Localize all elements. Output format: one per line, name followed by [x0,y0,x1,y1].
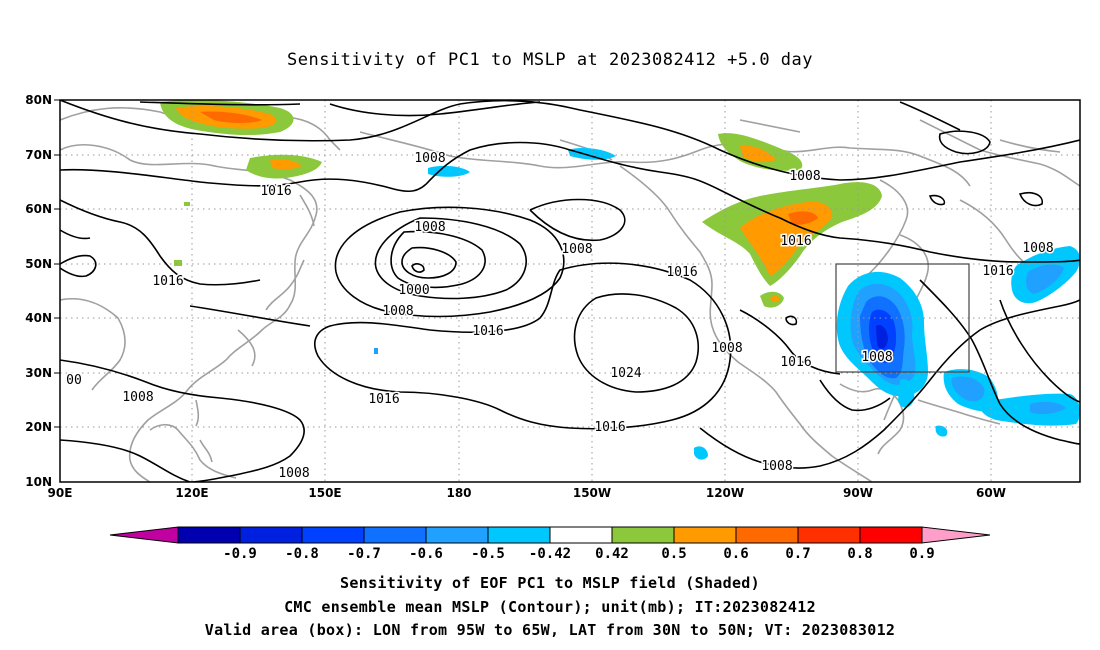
colorbar-tick-label: -0.5 [471,546,505,562]
colorbar-high-arrow [921,526,991,544]
lat-label: 60N [25,202,52,216]
colorbar-low-arrow [109,526,179,544]
latitude-axis: 80N 70N 60N 50N 40N 30N 20N 10N [25,93,60,489]
colorbar-swatch [363,526,427,544]
contour-labels: 1008 1016 1008 1000 1008 1008 1016 1016 1024 1016… [65,150,1055,483]
colorbar-tick-label: -0.7 [347,546,381,562]
negative-sensitivity-shading [374,148,1080,460]
contour-label: 1008 [711,341,742,356]
contour-label: 1016 [472,324,503,339]
caption-line-2: CMC ensemble mean MSLP (Contour); unit(m… [284,598,816,616]
contour-label: 1016 [152,274,183,289]
contour-label: 1008 [561,242,592,257]
colorbar-swatch [859,526,923,544]
contour-label: 1008 [861,350,892,365]
contour-label: 1016 [666,265,697,280]
contour-label: 1016 [780,355,811,370]
map-frame [59,99,1081,483]
colorbar-tick-label: 0.8 [847,546,872,562]
lon-label: 60W [976,486,1006,500]
lon-label: 90W [843,486,873,500]
map-area [60,100,1080,482]
colorbar-swatch [673,526,737,544]
colorbar-swatch [177,526,241,544]
colorbar-tick-label: 0.7 [785,546,810,562]
contour-label: 1016 [982,264,1013,279]
colorbar-swatch [797,526,861,544]
contour-label: 1008 [414,151,445,166]
colorbar-swatch [549,526,613,544]
lat-label: 80N [25,93,52,107]
lon-label: 150W [573,486,611,500]
lon-label: 150E [308,486,341,500]
contour-label: 1008 [1022,241,1053,256]
caption-line-3: Valid area (box): LON from 95W to 65W, L… [204,621,896,639]
colorbar-tick-label: 0.9 [909,546,934,562]
contour-label: 1008 [789,169,820,184]
contour-label: 1016 [368,392,399,407]
longitude-axis: 90E 120E 150E 180 150W 120W 90W 60W [48,486,1006,500]
colorbar-swatch [611,526,675,544]
lat-label: 30N [25,366,52,380]
colorbar-tick-label: 0.5 [661,546,686,562]
colorbar-tick-label: 0.6 [723,546,748,562]
lat-label: 10N [25,475,52,489]
lon-label: 120E [175,486,208,500]
contour-label: 1008 [382,304,413,319]
lat-label: 70N [25,148,52,162]
contour-label: 1008 [761,459,792,474]
contour-label: 1008 [122,390,153,405]
colorbar-tick-label: -0.42 [529,546,571,562]
lat-label: 20N [25,420,52,434]
contour-label: 1008 [278,466,309,481]
contour-label: 00 [66,373,82,388]
contour-label: 1000 [398,283,429,298]
colorbar-swatch [301,526,365,544]
lon-label: 180 [446,486,471,500]
contour-label: 1016 [594,420,625,435]
colorbar-swatch [239,526,303,544]
colorbar-tick-label: 0.42 [595,546,629,562]
colorbar-tick-label: -0.9 [223,546,257,562]
colorbar-swatch [735,526,799,544]
positive-sensitivity-shading [160,100,882,308]
lon-label: 120W [706,486,744,500]
colorbar-tick-label: -0.6 [409,546,443,562]
contour-label: 1008 [414,220,445,235]
valid-area-box [835,263,970,373]
colorbar-swatch [487,526,551,544]
colorbar [109,526,991,544]
lat-label: 40N [25,311,52,325]
contour-label: 1016 [780,234,811,249]
mslp-contours [60,100,1080,482]
lat-label: 50N [25,257,52,271]
caption-line-1: Sensitivity of EOF PC1 to MSLP field (Sh… [340,574,760,592]
colorbar-swatch [425,526,489,544]
contour-label: 1024 [610,366,641,381]
map-title: Sensitivity of PC1 to MSLP at 2023082412… [286,50,813,70]
lon-label: 90E [48,486,73,500]
colorbar-tick-label: -0.8 [285,546,319,562]
colorbar-labels: -0.9 -0.8 -0.7 -0.6 -0.5 -0.42 0.42 0.5 0.6 0.7 0.… [223,546,935,562]
contour-label: 1016 [260,184,291,199]
